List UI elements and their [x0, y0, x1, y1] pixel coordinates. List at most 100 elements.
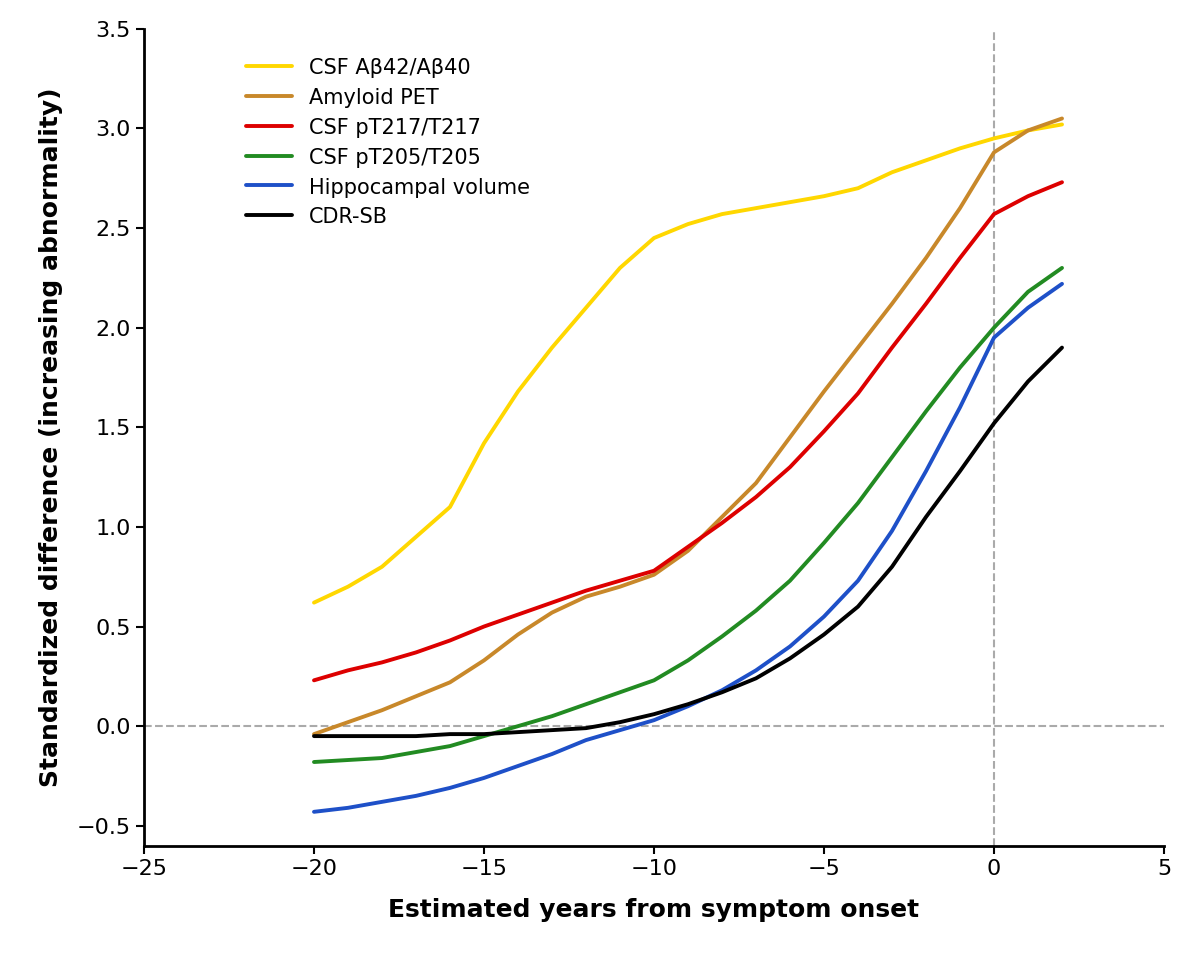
CDR-SB	[782, 653, 797, 664]
CSF Aβ42/Aβ40	[919, 155, 934, 166]
CSF pT217/T217	[613, 575, 628, 586]
CSF pT217/T217	[1021, 190, 1036, 202]
CSF pT217/T217	[986, 209, 1001, 220]
Hippocampal volume	[715, 684, 730, 696]
CSF Aβ42/Aβ40	[409, 531, 424, 543]
CSF pT217/T217	[1055, 177, 1069, 188]
Hippocampal volume	[782, 641, 797, 653]
CSF pT217/T217	[715, 517, 730, 529]
Amyloid PET	[613, 580, 628, 592]
CSF pT205/T205	[578, 699, 593, 710]
Amyloid PET	[511, 628, 526, 640]
Hippocampal volume	[817, 611, 832, 623]
CDR-SB	[1055, 342, 1069, 354]
CDR-SB	[443, 728, 457, 740]
Hippocampal volume	[307, 806, 322, 818]
CSF pT217/T217	[307, 675, 322, 686]
Amyloid PET	[1055, 112, 1069, 124]
Hippocampal volume	[409, 790, 424, 801]
CSF pT205/T205	[953, 361, 967, 373]
CDR-SB	[986, 417, 1001, 429]
CSF pT205/T205	[341, 754, 355, 766]
Hippocampal volume	[680, 701, 695, 712]
CDR-SB	[715, 686, 730, 698]
CDR-SB	[953, 465, 967, 477]
Hippocampal volume	[374, 796, 389, 807]
Hippocampal volume	[1021, 302, 1036, 313]
Hippocampal volume	[578, 734, 593, 746]
CSF pT205/T205	[307, 756, 322, 768]
CDR-SB	[341, 730, 355, 742]
CSF Aβ42/Aβ40	[851, 183, 865, 194]
CDR-SB	[476, 728, 491, 740]
CSF pT205/T205	[817, 537, 832, 549]
Amyloid PET	[715, 511, 730, 523]
CSF pT205/T205	[680, 654, 695, 666]
Amyloid PET	[680, 545, 695, 556]
CSF Aβ42/Aβ40	[578, 302, 593, 313]
CSF pT205/T205	[374, 752, 389, 764]
Amyloid PET	[307, 728, 322, 740]
CSF Aβ42/Aβ40	[749, 203, 763, 214]
Hippocampal volume	[986, 332, 1001, 343]
CSF Aβ42/Aβ40	[307, 597, 322, 608]
CSF pT217/T217	[647, 565, 661, 577]
CSF Aβ42/Aβ40	[341, 580, 355, 592]
CSF Aβ42/Aβ40	[1021, 125, 1036, 136]
Hippocampal volume	[511, 760, 526, 772]
CSF Aβ42/Aβ40	[647, 233, 661, 244]
CSF pT217/T217	[341, 665, 355, 677]
CSF pT217/T217	[443, 634, 457, 646]
CSF Aβ42/Aβ40	[884, 166, 899, 178]
Hippocampal volume	[1055, 278, 1069, 289]
CSF pT205/T205	[749, 604, 763, 616]
CDR-SB	[613, 716, 628, 727]
CSF Aβ42/Aβ40	[986, 133, 1001, 144]
Hippocampal volume	[884, 525, 899, 536]
CSF Aβ42/Aβ40	[1055, 119, 1069, 131]
Legend: CSF Aβ42/Aβ40, Amyloid PET, CSF pT217/T217, CSF pT205/T205, Hippocampal volume, : CSF Aβ42/Aβ40, Amyloid PET, CSF pT217/T2…	[236, 47, 540, 238]
Amyloid PET	[647, 569, 661, 580]
Hippocampal volume	[476, 773, 491, 784]
CDR-SB	[578, 723, 593, 734]
CSF pT205/T205	[409, 747, 424, 758]
CSF pT217/T217	[782, 461, 797, 473]
Y-axis label: Standardized difference (increasing abnormality): Standardized difference (increasing abno…	[38, 87, 62, 787]
CSF pT205/T205	[919, 406, 934, 417]
CSF Aβ42/Aβ40	[545, 342, 559, 354]
CSF Aβ42/Aβ40	[613, 262, 628, 274]
CDR-SB	[545, 725, 559, 736]
CSF pT217/T217	[578, 585, 593, 597]
Amyloid PET	[409, 691, 424, 702]
CDR-SB	[680, 699, 695, 710]
Amyloid PET	[443, 677, 457, 688]
Amyloid PET	[986, 147, 1001, 159]
CDR-SB	[851, 601, 865, 612]
Amyloid PET	[545, 606, 559, 618]
Amyloid PET	[374, 704, 389, 716]
Hippocampal volume	[851, 575, 865, 586]
CSF pT205/T205	[1021, 286, 1036, 298]
CSF pT205/T205	[884, 452, 899, 463]
CSF Aβ42/Aβ40	[374, 561, 389, 573]
Line: CSF pT217/T217: CSF pT217/T217	[314, 183, 1062, 680]
CSF pT205/T205	[715, 630, 730, 642]
CSF pT217/T217	[953, 252, 967, 263]
Amyloid PET	[1021, 125, 1036, 136]
Hippocampal volume	[749, 665, 763, 677]
Amyloid PET	[341, 716, 355, 727]
Hippocampal volume	[953, 402, 967, 413]
Hippocampal volume	[647, 714, 661, 726]
Amyloid PET	[919, 252, 934, 263]
CSF pT217/T217	[817, 426, 832, 437]
CSF pT205/T205	[545, 710, 559, 722]
CSF Aβ42/Aβ40	[476, 437, 491, 449]
Amyloid PET	[851, 342, 865, 354]
CDR-SB	[647, 708, 661, 720]
Hippocampal volume	[341, 802, 355, 814]
CSF pT205/T205	[476, 730, 491, 742]
Hippocampal volume	[545, 749, 559, 760]
CSF pT205/T205	[443, 740, 457, 752]
CSF pT217/T217	[374, 656, 389, 668]
Line: Amyloid PET: Amyloid PET	[314, 118, 1062, 734]
